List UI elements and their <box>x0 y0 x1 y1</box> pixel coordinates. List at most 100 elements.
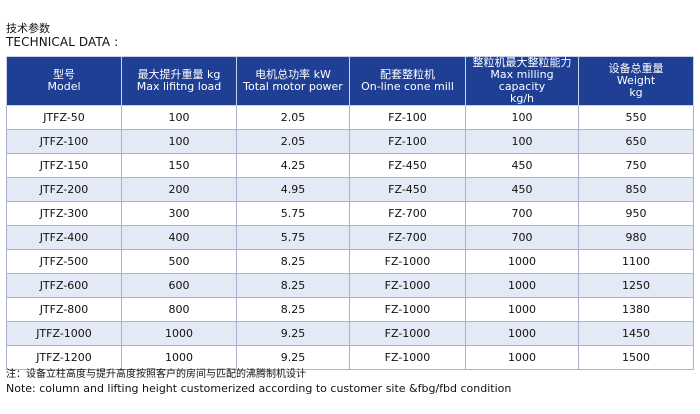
table-row: JTFZ-1200 1000 9.25 FZ-1000 1000 1500 <box>6 345 694 370</box>
table-cell: JTFZ-100 <box>6 129 122 154</box>
table-cell: 800 <box>121 297 237 322</box>
column-header-en: Max lifitng load <box>136 80 222 93</box>
note-english: Note: column and lifting height customer… <box>6 382 512 395</box>
table-cell: 500 <box>121 249 237 274</box>
table-cell: JTFZ-500 <box>6 249 122 274</box>
table-cell: JTFZ-150 <box>6 153 122 178</box>
table-header-row: 型号 Model 最大提升重量 kg Max lifitng load 电机总功… <box>6 56 694 106</box>
table-cell: 100 <box>121 105 237 130</box>
column-header-weight: 设备总重量 Weight kg <box>578 56 694 106</box>
table-cell: 1250 <box>578 273 694 298</box>
table-cell: 700 <box>465 225 579 250</box>
column-header-cn: 型号 <box>53 68 75 81</box>
table-cell: 750 <box>578 153 694 178</box>
column-header-en: Model <box>47 80 81 93</box>
table-cell: 5.75 <box>236 201 350 226</box>
table-cell: 1450 <box>578 321 694 346</box>
table-cell: 980 <box>578 225 694 250</box>
table-row: JTFZ-50 100 2.05 FZ-100 100 550 <box>6 105 694 130</box>
technical-data-table: 型号 Model 最大提升重量 kg Max lifitng load 电机总功… <box>6 56 694 370</box>
column-header-motor-power: 电机总功率 kW Total motor power <box>236 56 350 106</box>
note-chinese: 注：设备立柱高度与提升高度按照客户的房间与匹配的沸腾制机设计 <box>6 369 306 380</box>
table-cell: 1100 <box>578 249 694 274</box>
table-row: JTFZ-300 300 5.75 FZ-700 700 950 <box>6 201 694 226</box>
table-row: JTFZ-1000 1000 9.25 FZ-1000 1000 1450 <box>6 321 694 346</box>
table-cell: 8.25 <box>236 249 350 274</box>
table-cell: 300 <box>121 201 237 226</box>
table-cell: 4.95 <box>236 177 350 202</box>
column-header-max-load: 最大提升重量 kg Max lifitng load <box>121 56 237 106</box>
table-row: JTFZ-150 150 4.25 FZ-450 450 750 <box>6 153 694 178</box>
column-header-cone-mill: 配套整粒机 On-line cone mill <box>349 56 466 106</box>
table-cell: FZ-1000 <box>349 345 466 370</box>
table-cell: 1500 <box>578 345 694 370</box>
table-cell: JTFZ-600 <box>6 273 122 298</box>
table-cell: FZ-100 <box>349 129 466 154</box>
table-cell: JTFZ-1000 <box>6 321 122 346</box>
table-cell: FZ-1000 <box>349 297 466 322</box>
table-cell: 700 <box>465 201 579 226</box>
table-cell: 850 <box>578 177 694 202</box>
table-cell: 950 <box>578 201 694 226</box>
table-cell: 450 <box>465 177 579 202</box>
table-cell: FZ-1000 <box>349 249 466 274</box>
column-header-cn: 最大提升重量 kg <box>137 68 221 81</box>
table-row: JTFZ-400 400 5.75 FZ-700 700 980 <box>6 225 694 250</box>
column-header-unit: kg <box>629 86 643 99</box>
table-cell: JTFZ-400 <box>6 225 122 250</box>
table-cell: 650 <box>578 129 694 154</box>
table-cell: JTFZ-1200 <box>6 345 122 370</box>
table-cell: JTFZ-800 <box>6 297 122 322</box>
table-cell: JTFZ-300 <box>6 201 122 226</box>
table-row: JTFZ-500 500 8.25 FZ-1000 1000 1100 <box>6 249 694 274</box>
table-cell: FZ-450 <box>349 153 466 178</box>
table-cell: 1000 <box>121 345 237 370</box>
table-row: JTFZ-600 600 8.25 FZ-1000 1000 1250 <box>6 273 694 298</box>
table-cell: 100 <box>121 129 237 154</box>
column-header-en: On-line cone mill <box>361 80 454 93</box>
table-cell: FZ-1000 <box>349 273 466 298</box>
table-cell: FZ-1000 <box>349 321 466 346</box>
table-row: JTFZ-200 200 4.95 FZ-450 450 850 <box>6 177 694 202</box>
table-cell: 1000 <box>465 321 579 346</box>
table-cell: JTFZ-50 <box>6 105 122 130</box>
table-cell: 1000 <box>465 297 579 322</box>
table-cell: 2.05 <box>236 129 350 154</box>
table-cell: 9.25 <box>236 321 350 346</box>
column-header-milling-capacity: 整粒机最大整粒能力 Max milling capacity kg/h <box>465 56 579 106</box>
column-header-cn: 设备总重量 <box>608 62 664 75</box>
table-cell: 550 <box>578 105 694 130</box>
table-cell: 4.25 <box>236 153 350 178</box>
column-header-model: 型号 Model <box>6 56 122 106</box>
table-row: JTFZ-100 100 2.05 FZ-100 100 650 <box>6 129 694 154</box>
column-header-cn: 整粒机最大整粒能力 <box>472 56 572 69</box>
table-body: JTFZ-50 100 2.05 FZ-100 100 550 JTFZ-100 100 2.0… <box>6 105 694 370</box>
column-header-en: Weight <box>616 74 656 87</box>
table-cell: JTFZ-200 <box>6 177 122 202</box>
table-cell: 150 <box>121 153 237 178</box>
column-header-en: Total motor power <box>243 80 343 93</box>
table-cell: 9.25 <box>236 345 350 370</box>
table-cell: 1000 <box>465 273 579 298</box>
table-cell: 2.05 <box>236 105 350 130</box>
table-cell: FZ-700 <box>349 225 466 250</box>
column-header-cn: 配套整粒机 <box>380 68 435 81</box>
table-cell: 1000 <box>465 249 579 274</box>
table-cell: 200 <box>121 177 237 202</box>
table-cell: FZ-100 <box>349 105 466 130</box>
table-cell: 5.75 <box>236 225 350 250</box>
table-cell: 1380 <box>578 297 694 322</box>
title-chinese: 技术参数 <box>6 22 50 35</box>
table-cell: 100 <box>465 129 579 154</box>
table-cell: 400 <box>121 225 237 250</box>
title-english: TECHNICAL DATA : <box>6 35 119 49</box>
table-row: JTFZ-800 800 8.25 FZ-1000 1000 1380 <box>6 297 694 322</box>
table-cell: 1000 <box>121 321 237 346</box>
table-cell: 8.25 <box>236 273 350 298</box>
table-cell: FZ-700 <box>349 201 466 226</box>
column-header-en: Max milling capacity <box>490 68 554 93</box>
table-cell: 1000 <box>465 345 579 370</box>
table-cell: 8.25 <box>236 297 350 322</box>
column-header-cn: 电机总功率 kW <box>255 68 331 81</box>
column-header-unit: kg/h <box>509 92 535 105</box>
